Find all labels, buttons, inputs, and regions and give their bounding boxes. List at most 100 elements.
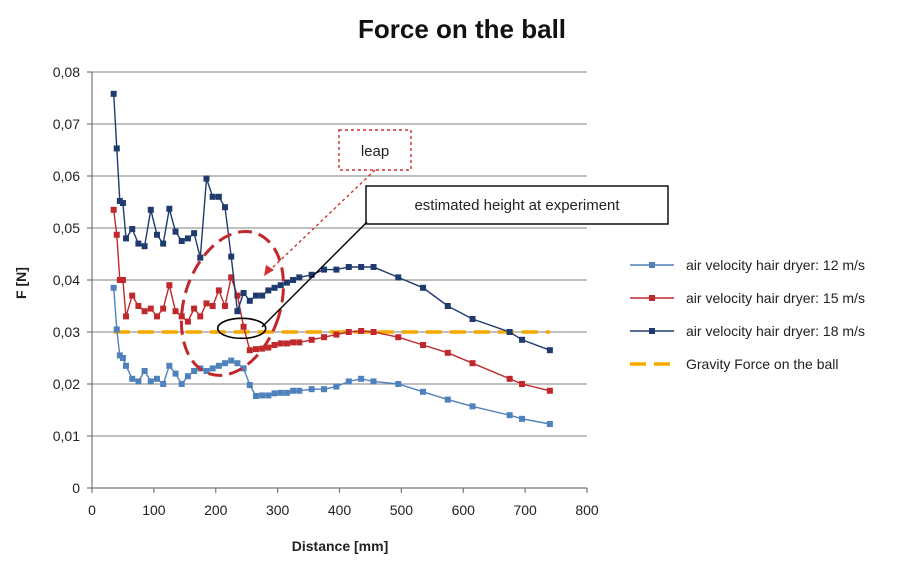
data-point <box>135 303 142 309</box>
data-point <box>228 357 235 364</box>
data-point <box>141 308 148 315</box>
y-tick-label: 0 <box>72 480 80 496</box>
legend-marker <box>649 262 655 268</box>
data-point <box>222 204 229 211</box>
data-point <box>277 340 284 347</box>
data-point <box>333 266 340 273</box>
height-annotation-box <box>365 185 669 225</box>
height-annotation-text: estimated height at experiment <box>414 197 620 214</box>
data-point <box>469 316 476 322</box>
data-point <box>178 313 185 320</box>
data-point <box>283 340 290 347</box>
data-point <box>123 362 130 369</box>
data-point <box>333 331 340 338</box>
height-arrow <box>261 221 368 328</box>
data-point <box>215 193 222 200</box>
x-tick-label: 600 <box>452 502 476 518</box>
data-point <box>228 253 235 260</box>
y-tick-label: 0,07 <box>53 116 80 132</box>
x-tick-label: 300 <box>266 502 290 518</box>
axes <box>87 71 588 493</box>
chart-title: Force on the ball <box>358 14 566 44</box>
data-point <box>203 368 210 374</box>
annotations: leap estimated height at experiment <box>179 129 669 377</box>
data-point <box>215 287 222 294</box>
legend-item-2: air velocity hair dryer: 15 m/s <box>630 290 865 306</box>
leap-arrowhead <box>264 265 274 276</box>
data-point <box>333 383 340 390</box>
data-point <box>240 365 247 372</box>
data-point <box>141 368 148 374</box>
data-point <box>184 318 191 325</box>
data-point <box>321 386 328 393</box>
x-tick-label: 700 <box>513 502 537 518</box>
data-point <box>265 344 272 351</box>
data-point <box>420 388 427 395</box>
data-point <box>345 329 352 335</box>
x-tick-label: 200 <box>204 502 228 518</box>
legend-label: air velocity hair dryer: 18 m/s <box>686 323 865 339</box>
data-point <box>197 313 204 320</box>
data-point <box>395 381 402 387</box>
legend-marker <box>649 328 655 334</box>
data-point <box>153 313 160 320</box>
data-point <box>296 274 303 281</box>
data-point <box>321 334 328 341</box>
data-point <box>209 193 216 200</box>
data-point <box>228 274 235 281</box>
legend-marker <box>649 295 655 301</box>
data-point <box>147 206 154 213</box>
data-point <box>129 226 136 233</box>
data-point <box>277 389 284 396</box>
data-point <box>271 342 278 348</box>
data-point <box>166 282 173 289</box>
data-point <box>191 305 198 312</box>
data-point <box>290 339 297 346</box>
data-point <box>234 308 241 315</box>
data-point <box>116 197 123 204</box>
data-point <box>110 206 117 213</box>
data-point <box>271 284 278 291</box>
data-point <box>172 308 179 315</box>
data-point <box>252 392 259 399</box>
series-line <box>113 209 551 392</box>
data-point <box>113 231 120 238</box>
data-point <box>265 392 272 399</box>
data-point <box>296 387 303 394</box>
data-point <box>166 205 173 212</box>
data-point <box>147 305 154 312</box>
data-point <box>172 228 179 235</box>
data-point <box>153 231 160 238</box>
y-tick-label: 0,02 <box>53 376 80 392</box>
data-point <box>110 284 117 291</box>
data-point <box>113 326 120 333</box>
data-point <box>141 243 148 250</box>
data-point <box>283 279 290 286</box>
x-tick-labels: 0 100 200 300 400 500 600 700 800 <box>88 502 599 518</box>
x-tick-label: 100 <box>142 502 166 518</box>
data-point <box>116 277 123 283</box>
data-point <box>370 329 377 335</box>
data-point <box>370 378 377 385</box>
data-point <box>546 347 553 354</box>
data-point <box>308 271 315 278</box>
data-point <box>259 292 266 299</box>
data-point <box>345 378 352 385</box>
x-tick-label: 400 <box>328 502 352 518</box>
data-point <box>191 230 198 237</box>
data-point <box>469 403 476 410</box>
data-point <box>129 292 136 299</box>
data-point <box>119 277 126 283</box>
legend-label: air velocity hair dryer: 15 m/s <box>686 290 865 306</box>
data-point <box>259 392 266 399</box>
data-point <box>147 378 154 385</box>
series-3 <box>110 90 553 354</box>
data-point <box>113 145 120 152</box>
data-point <box>395 334 402 341</box>
data-point <box>123 313 130 320</box>
y-tick-label: 0,08 <box>53 64 80 80</box>
data-point <box>178 238 185 244</box>
data-point <box>290 277 297 283</box>
y-tick-label: 0,01 <box>53 428 80 444</box>
x-axis-title: Distance [mm] <box>292 538 388 554</box>
